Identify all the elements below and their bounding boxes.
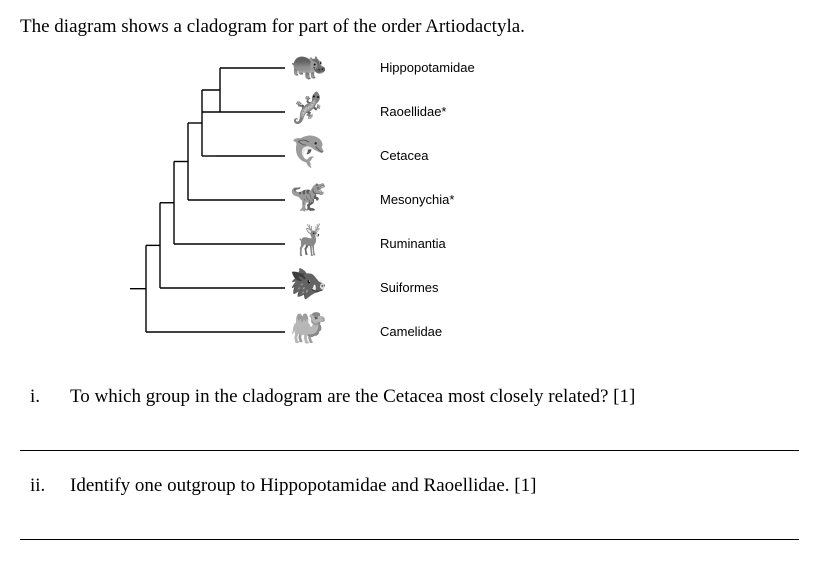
taxon-label: Raoellidae*	[380, 104, 447, 119]
questions: i. To which group in the cladogram are t…	[20, 386, 799, 540]
cladogram: 🦛 Hippopotamidae 🦎 Raoellidae* 🐬 Cetacea 🦖 Meso…	[130, 46, 630, 366]
answer-line[interactable]	[20, 422, 799, 451]
taxon-label: Camelidae	[380, 324, 442, 339]
organism-icon: 🐬	[290, 138, 327, 168]
organism-icon: 🐗	[290, 270, 327, 300]
taxon-label: Cetacea	[380, 148, 428, 163]
question-ii: ii. Identify one outgroup to Hippopotami…	[20, 475, 799, 497]
taxon-label: Hippopotamidae	[380, 60, 475, 75]
organism-icon: 🦖	[290, 182, 327, 212]
organism-icon: 🦎	[290, 94, 327, 124]
organism-icon: 🦛	[290, 50, 327, 80]
question-text: To which group in the cladogram are the …	[70, 386, 799, 408]
answer-line[interactable]	[20, 511, 799, 540]
taxon-label: Ruminantia	[380, 236, 446, 251]
taxon-label: Suiformes	[380, 280, 439, 295]
intro-text: The diagram shows a cladogram for part o…	[20, 16, 799, 38]
question-number: ii.	[20, 475, 70, 497]
taxon-label: Mesonychia*	[380, 192, 454, 207]
organism-icon: 🐫	[290, 314, 327, 344]
organism-icon: 🦌	[290, 226, 327, 256]
question-number: i.	[20, 386, 70, 408]
question-text: Identify one outgroup to Hippopotamidae …	[70, 475, 799, 497]
question-i: i. To which group in the cladogram are t…	[20, 386, 799, 408]
